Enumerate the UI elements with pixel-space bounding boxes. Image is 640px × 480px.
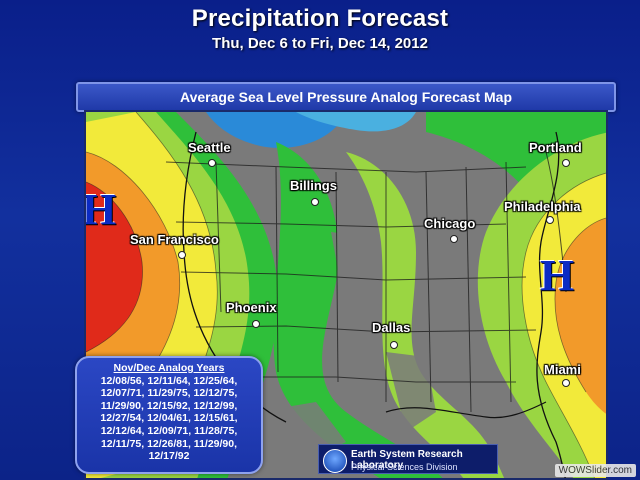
analog-years-line: 12/07/71, 11/29/75, 12/12/75, [100, 387, 238, 400]
city-dot-philadelphia [546, 216, 554, 224]
esrl-lab-name: Earth System Research Laboratory [351, 449, 463, 471]
city-dot-billings [311, 198, 319, 206]
analog-years-line: 12/08/56, 12/11/64, 12/25/64, [100, 374, 238, 387]
date-range: Thu, Dec 6 to Fri, Dec 14, 2012 [212, 35, 428, 52]
city-label-dallas: Dallas [372, 320, 411, 335]
analog-years-line: 12/17/92 [148, 450, 190, 463]
city-dot-dallas [390, 341, 398, 349]
city-label-billings: Billings [290, 178, 337, 193]
analog-years-box: Nov/Dec Analog Years 12/08/56, 12/11/64,… [75, 356, 263, 474]
analog-years-line: 11/29/90, 12/15/92, 12/12/99, [100, 399, 238, 412]
analog-years-title: Nov/Dec Analog Years [113, 362, 225, 374]
city-dot-phoenix [252, 320, 260, 328]
high-pressure-east-marker: H [540, 251, 575, 300]
city-label-chicago: Chicago [424, 216, 476, 231]
title-bar: Precipitation Forecast Thu, Dec 6 to Fri… [0, 0, 640, 62]
city-dot-miami [562, 379, 570, 387]
analog-years-line: 12/11/75, 12/26/81, 11/29/90, [100, 437, 238, 450]
noaa-logo-icon [323, 449, 347, 473]
city-dot-seattle [208, 159, 216, 167]
city-label-philadelphia: Philadelphia [504, 199, 581, 214]
city-label-phoenix: Phoenix [226, 300, 277, 315]
city-dot-portland [562, 159, 570, 167]
city-label-seattle: Seattle [188, 140, 231, 155]
analog-years-line: 12/12/64, 12/09/71, 11/28/75, [100, 424, 238, 437]
esrl-division-name: Physical Sciences Division [351, 462, 458, 472]
city-dot-chicago [450, 235, 458, 243]
city-dot-san-francisco [178, 251, 186, 259]
page-title: Precipitation Forecast [191, 5, 449, 32]
wowslider-watermark[interactable]: WOWSlider.com [554, 464, 636, 477]
analog-years-line: 12/27/54, 12/04/61, 12/15/61, [100, 412, 238, 425]
city-label-miami: Miami [544, 362, 581, 377]
city-label-portland: Portland [529, 140, 582, 155]
map-heading: Average Sea Level Pressure Analog Foreca… [76, 82, 616, 112]
esrl-credit-banner: Earth System Research Laboratory Physica… [318, 444, 498, 474]
high-pressure-west-marker: H [84, 185, 117, 234]
city-label-san-francisco: San Francisco [130, 232, 219, 247]
